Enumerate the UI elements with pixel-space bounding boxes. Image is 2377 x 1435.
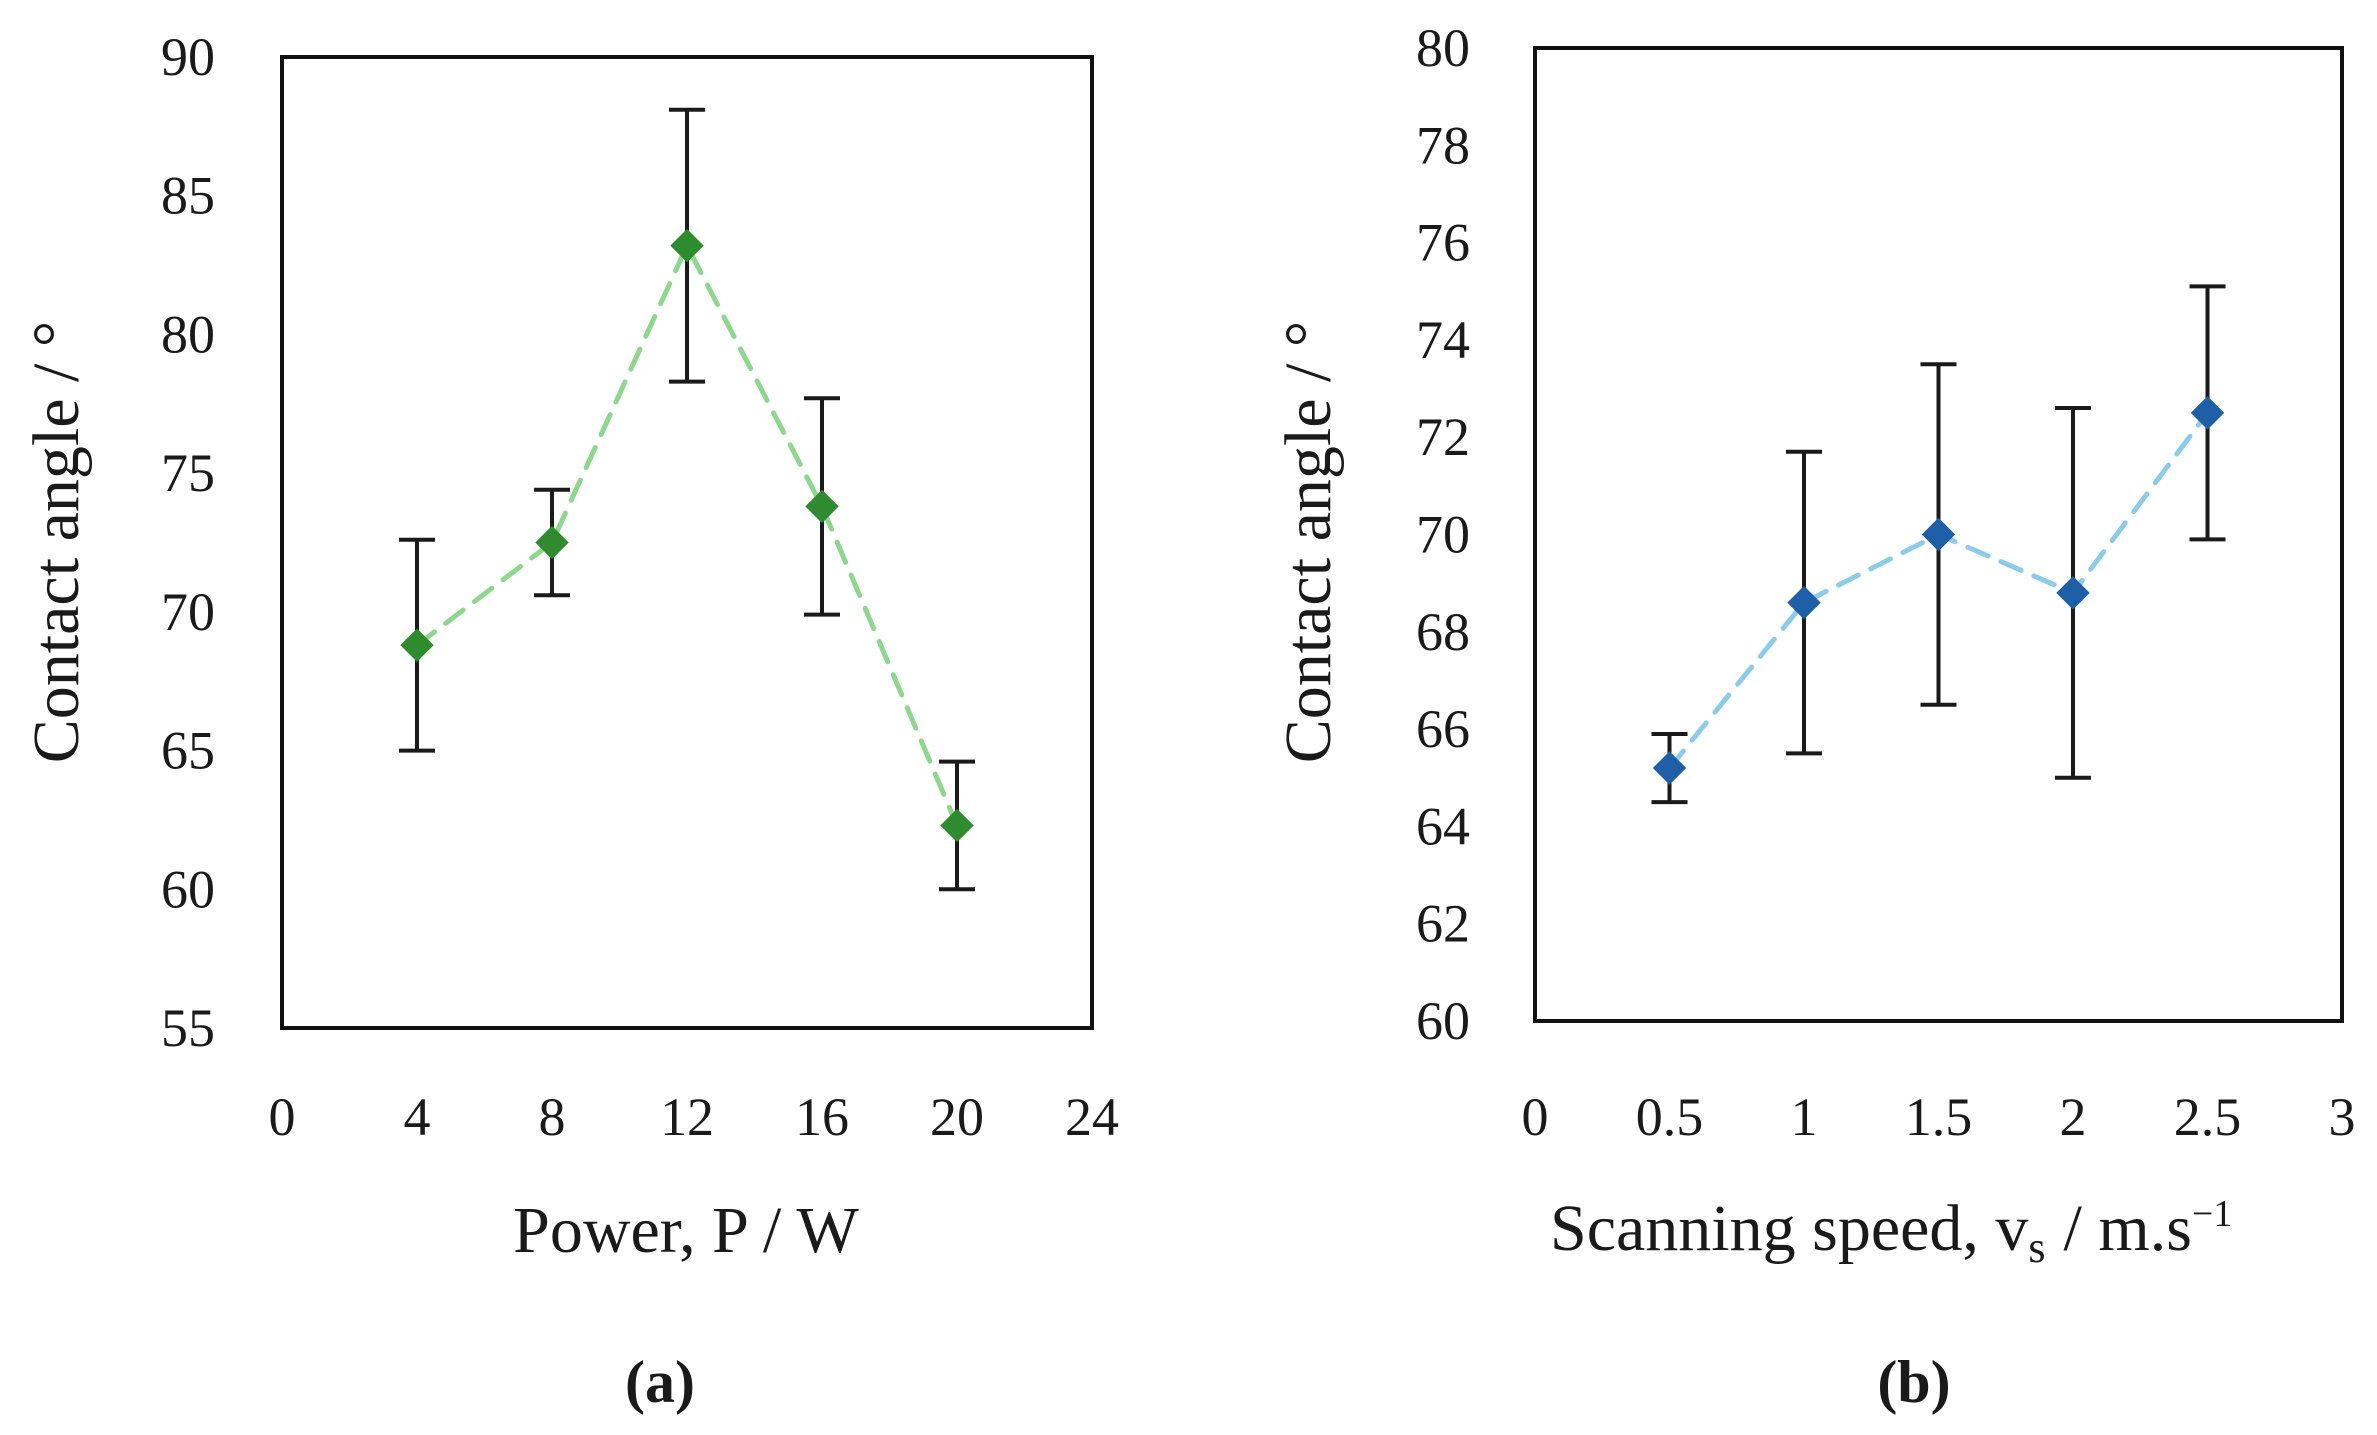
y-tick-label: 64 xyxy=(1416,796,1470,856)
x-tick-label: 8 xyxy=(539,1087,566,1147)
data-point-marker xyxy=(1921,517,1956,552)
y-axis-title-b: Contact angle / ° xyxy=(1272,321,1345,763)
y-tick-label: 70 xyxy=(1416,505,1470,565)
data-point-marker xyxy=(400,628,434,662)
x-tick-label: 0 xyxy=(1522,1087,1549,1147)
y-tick-label: 74 xyxy=(1416,310,1470,370)
plot-frame-b xyxy=(1533,46,2344,1023)
y-tick-label: 80 xyxy=(161,304,215,364)
y-tick-label: 60 xyxy=(1416,991,1470,1051)
x-tick-label: 2.5 xyxy=(2174,1087,2242,1147)
x-tick-labels-a: 0 4 8 12 16 20 24 xyxy=(269,1087,1120,1147)
y-tick-label: 55 xyxy=(161,998,215,1058)
y-tick-label: 72 xyxy=(1416,407,1470,467)
x-tick-label: 0 xyxy=(269,1087,296,1147)
data-point-marker xyxy=(535,525,569,560)
x-axis-title-b-main: Scanning speed, v xyxy=(1550,1192,2028,1265)
x-tick-label: 12 xyxy=(660,1087,714,1147)
x-tick-label: 0.5 xyxy=(1636,1087,1704,1147)
data-point-marker xyxy=(2056,576,2090,610)
y-tick-label: 75 xyxy=(161,443,215,503)
y-axis-title-a: Contact angle / ° xyxy=(20,321,93,763)
y-tick-label: 76 xyxy=(1416,213,1470,273)
y-tick-label: 85 xyxy=(161,166,215,226)
y-tick-label: 65 xyxy=(161,721,215,781)
x-axis-title-b-superscript: −1 xyxy=(2192,1193,2232,1235)
y-tick-label: 78 xyxy=(1416,115,1470,175)
plot-area-b xyxy=(1651,284,2226,805)
x-tick-label: 1 xyxy=(1791,1087,1818,1147)
x-axis-title-b-subscript: s xyxy=(2028,1223,2045,1272)
y-tick-labels-a: 55 60 65 70 75 80 85 90 xyxy=(161,27,215,1058)
panel-label-a: (a) xyxy=(625,1349,695,1415)
plot-area-a xyxy=(399,107,975,892)
data-point-marker xyxy=(1652,751,1687,785)
x-tick-label: 3 xyxy=(2329,1087,2356,1147)
x-tick-label: 2 xyxy=(2060,1087,2087,1147)
x-axis-title-b: Scanning speed, vs / m.s−1 xyxy=(1550,1192,2232,1272)
x-axis-title-a: Power, P / W xyxy=(513,1194,859,1267)
y-tick-label: 60 xyxy=(161,859,215,919)
x-tick-label: 1.5 xyxy=(1905,1087,1973,1147)
y-tick-labels-b: 60 62 64 66 68 70 72 74 76 78 80 xyxy=(1416,18,1470,1051)
y-tick-label: 90 xyxy=(161,27,215,87)
x-tick-labels-b: 0 0.5 1 1.5 2 2.5 3 xyxy=(1522,1087,2356,1147)
x-tick-label: 20 xyxy=(930,1087,984,1147)
chart-panel-a: 55 60 65 70 75 80 85 90 0 4 8 12 16 20 24 Contact ang… xyxy=(20,27,1119,1415)
data-point-marker xyxy=(805,489,839,524)
data-point-marker xyxy=(940,808,974,843)
data-point-marker xyxy=(1787,585,1821,620)
y-tick-label: 68 xyxy=(1416,602,1470,662)
data-point-marker xyxy=(670,228,704,263)
y-tick-label: 62 xyxy=(1416,894,1470,954)
chart-panel-b: 60 62 64 66 68 70 72 74 76 78 80 0 0.5 1 1.5 2 2.5 3 Con… xyxy=(1272,18,2356,1415)
plot-frame-a xyxy=(280,55,1094,1030)
y-tick-label: 80 xyxy=(1416,18,1470,78)
x-axis-title-b-unit: / m.s xyxy=(2064,1192,2192,1265)
data-point-marker xyxy=(2190,396,2225,430)
y-tick-label: 66 xyxy=(1416,699,1470,759)
series-line xyxy=(414,239,960,828)
panel-label-b: (b) xyxy=(1877,1349,1950,1415)
x-tick-label: 24 xyxy=(1065,1087,1119,1147)
y-tick-label: 70 xyxy=(161,582,215,642)
x-tick-label: 4 xyxy=(404,1087,431,1147)
x-tick-label: 16 xyxy=(795,1087,849,1147)
